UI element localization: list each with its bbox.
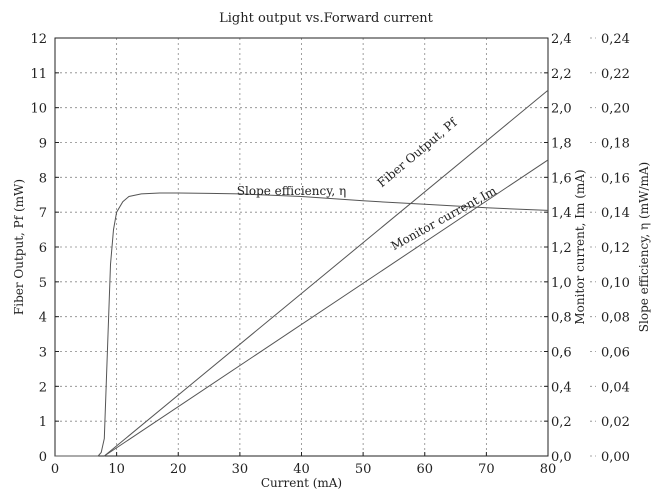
y-right2-tick-label: 0,06 [601, 346, 630, 361]
y-left-tick-label: 4 [39, 311, 47, 326]
y-right1-axis-label: Monitor current, Im (mA) [573, 169, 587, 324]
annotation-monitor-current-im: Monitor current,Im [389, 183, 500, 253]
y-right1-tick-label: 0,4 [551, 380, 572, 395]
x-tick-label: 40 [293, 462, 310, 477]
y-right2-tick-label: 0,04 [601, 380, 630, 395]
y-right2-tick-label: 0,08 [601, 311, 630, 326]
y-left-tick-label: 2 [39, 380, 47, 395]
y-right1-tick-label: 0,8 [551, 311, 572, 326]
y-right1-tick-label: 1,0 [551, 276, 572, 291]
y-right1-tick-label: 1,4 [551, 206, 572, 221]
y-right2-tick-label: 0,00 [601, 450, 630, 465]
annotation-slope-efficiency: Slope efficiency, η [237, 184, 346, 198]
y-left-tick-label: 7 [39, 206, 47, 221]
grid [55, 38, 548, 456]
series-line-fiber-output-pf [103, 89, 549, 457]
y-left-tick-label: 6 [39, 241, 47, 256]
x-tick-label: 30 [232, 462, 249, 477]
y-right1-tick-label: 0,6 [551, 346, 572, 361]
y-right2-tick-label: 0,02 [601, 415, 630, 430]
chart-title: Light output vs.Forward current [219, 11, 434, 26]
y-right1-tick-label: 0,0 [551, 450, 572, 465]
y-right2-tick-label: 0,18 [601, 137, 630, 152]
y-right1-tick-label: 2,4 [551, 32, 572, 47]
y-left-tick-label: 10 [30, 102, 47, 117]
y-right2-tick-label: 0,12 [601, 241, 630, 256]
y-right2-tick-label: 0,16 [601, 171, 630, 186]
y-left-axis-label: Fiber Output, Pf (mW) [12, 179, 26, 315]
y-right1-tick-label: 2,2 [551, 67, 572, 82]
x-tick-label: 60 [416, 462, 433, 477]
y-right2-axis-label: Slope efficiency, η (mW/mA) [637, 162, 651, 332]
y-right1-tick-label: 0,2 [551, 415, 572, 430]
series-annotations: Slope efficiency, η Fiber Output, PfMonit… [237, 115, 500, 254]
y-left-tick-label: 8 [39, 171, 47, 186]
y-right1-tick-label: 1,6 [551, 171, 572, 186]
annotation-fiber-output-pf: Fiber Output, Pf [375, 115, 461, 191]
x-tick-label: 10 [108, 462, 125, 477]
y-right2-tick-label: 0,14 [601, 206, 630, 221]
x-tick-label: 0 [51, 462, 59, 477]
y-right2-tick-label: 0,20 [601, 102, 630, 117]
series-line-slope-efficiency [55, 192, 549, 457]
y-right1-tick-label: 1,2 [551, 241, 572, 256]
x-tick-label: 70 [478, 462, 495, 477]
y-right2-tick-label: 0,10 [601, 276, 630, 291]
x-tick-label: 80 [540, 462, 557, 477]
axis-ticks: 0 10 20 30 40 50 60 70 80 0 0,0 0,00 1 0,2 0,02 2 0,4 0,0… [30, 32, 630, 477]
y-left-tick-label: 11 [30, 67, 47, 82]
y-left-tick-label: 3 [39, 346, 47, 361]
y-right2-tick-label: 0,24 [601, 32, 630, 47]
x-axis-label: Current (mA) [261, 476, 342, 490]
x-tick-label: 50 [355, 462, 372, 477]
series-line-monitor-current-im [104, 159, 549, 457]
y-left-tick-label: 9 [39, 137, 47, 152]
y-right2-tick-label: 0,22 [601, 67, 630, 82]
y-left-tick-label: 12 [30, 32, 47, 47]
series-lines [55, 89, 549, 457]
y-right1-tick-label: 1,8 [551, 137, 572, 152]
y-left-tick-label: 1 [39, 415, 47, 430]
x-tick-label: 20 [170, 462, 187, 477]
y-right1-tick-label: 2,0 [551, 102, 572, 117]
y-left-tick-label: 5 [39, 276, 47, 291]
y-left-tick-label: 0 [39, 450, 47, 465]
